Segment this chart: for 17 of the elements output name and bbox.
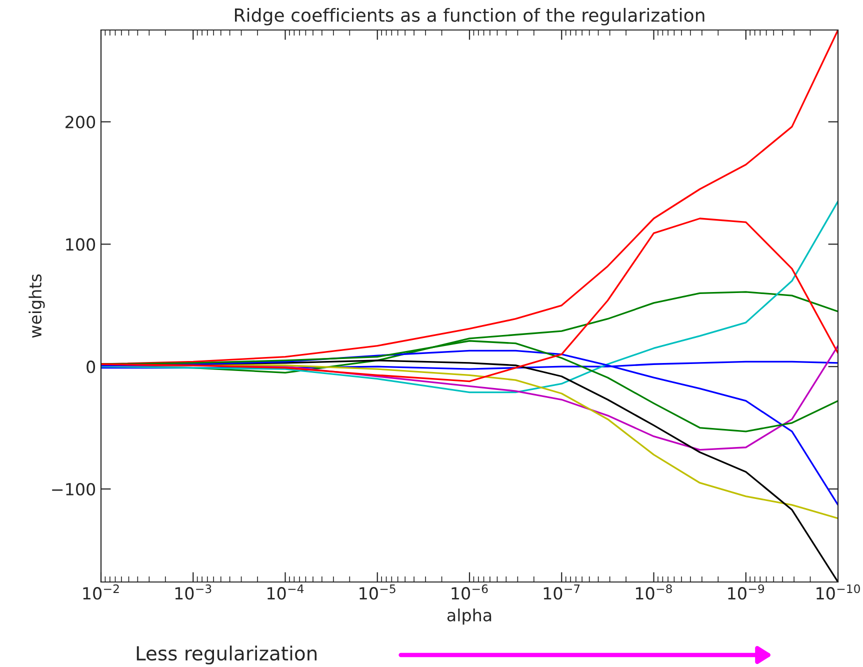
- x-tick-label: 10$^{−3}$: [175, 584, 212, 600]
- x-tick-label: 10$^{−5}$: [360, 584, 396, 600]
- x-axis-title: alpha: [447, 608, 492, 625]
- x-tick-label: 10$^{−4}$: [267, 584, 304, 600]
- y-tick-label: −100: [52, 482, 96, 496]
- y-axis-title: weights: [28, 274, 45, 338]
- y-tick-label: 200: [66, 116, 96, 128]
- chart-title: Ridge coefficients as a function of the regularization: [234, 8, 704, 26]
- text: Less regularization: [136, 646, 317, 664]
- y-tick-label: 0: [86, 360, 96, 374]
- x-tick-label: 10$^{−9}$: [728, 584, 764, 600]
- x-tick-label: 10$^{−6}$: [452, 584, 488, 600]
- y-tick-label: 100: [66, 238, 96, 251]
- x-tick-label: 10$^{−2}$: [83, 584, 119, 600]
- x-tick-label: 10$^{−8}$: [636, 584, 672, 600]
- x-tick-label: 10$^{−10}$: [816, 584, 860, 600]
- x-tick-label: 10$^{−7}$: [544, 584, 580, 600]
